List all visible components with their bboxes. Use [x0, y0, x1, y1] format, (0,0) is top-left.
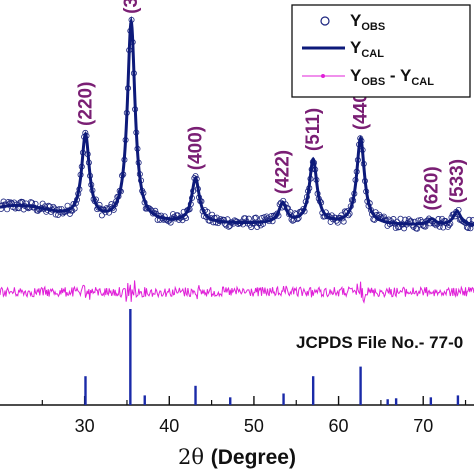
peak-label: (533) — [447, 159, 468, 203]
difference-series — [0, 280, 474, 304]
legend-marker-observed — [320, 16, 330, 26]
x-tick-labels: 30 40 50 60 70 — [75, 416, 434, 436]
legend: YOBS YCAL YOBS - YCAL — [291, 4, 471, 98]
observed-point — [467, 225, 474, 232]
observed-point — [392, 225, 399, 232]
legend-box — [291, 4, 471, 98]
legend-entry-calculated: YCAL — [350, 38, 384, 60]
observed-point — [252, 214, 259, 221]
reference-lines — [84, 309, 460, 405]
peak-label: (620) — [422, 166, 443, 210]
observed-point — [440, 224, 447, 231]
peak-label: (511) — [303, 108, 324, 151]
x-axis-title: 2θ (Degree) — [178, 445, 296, 469]
observed-point — [463, 224, 470, 231]
x-tick-label: 50 — [244, 416, 264, 436]
x-tick-label: 70 — [413, 416, 433, 436]
x-tick-label: 40 — [159, 416, 179, 436]
calculated-series — [0, 15, 474, 227]
x-ticks — [41, 396, 467, 405]
observed-point — [242, 215, 249, 222]
legend-marker-difference-dot — [321, 74, 325, 78]
peak-label: (311) — [121, 0, 142, 14]
peak-label: (400) — [186, 126, 207, 170]
observed-point — [469, 217, 474, 224]
peak-labels: (220)(311)(400)(422)(511)(440)(620)(533) — [75, 0, 468, 211]
observed-point — [225, 223, 232, 230]
observed-point — [397, 215, 404, 222]
peak-label: (422) — [273, 150, 294, 194]
observed-point — [465, 224, 472, 231]
x-tick-label: 30 — [75, 416, 95, 436]
observed-point — [340, 218, 347, 225]
peak-label: (220) — [75, 82, 96, 126]
x-tick-label: 60 — [329, 416, 349, 436]
legend-entry-observed: YOBS — [350, 11, 385, 33]
observed-point — [98, 212, 105, 219]
legend-entry-difference: YOBS - YCAL — [350, 66, 434, 88]
reference-label: JCPDS File No.- 77-0 — [296, 333, 463, 352]
